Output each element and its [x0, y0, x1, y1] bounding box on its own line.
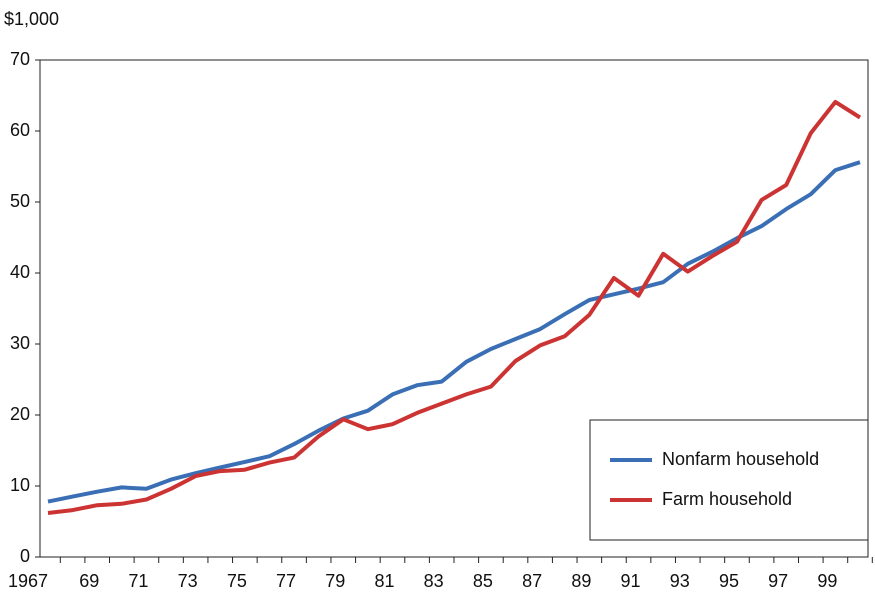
- legend-label: Farm household: [662, 489, 792, 509]
- x-tick-label: 75: [227, 571, 247, 591]
- y-tick-label: 0: [20, 546, 30, 566]
- x-tick-label: 71: [128, 571, 148, 591]
- series-line: [47, 99, 862, 515]
- unit-label: $1,000: [4, 9, 59, 29]
- x-tick-label: 87: [522, 571, 542, 591]
- x-tick-label: 1967: [8, 571, 48, 591]
- y-tick-label: 20: [10, 404, 30, 424]
- x-tick-label: 97: [768, 571, 788, 591]
- x-tick-label: 99: [817, 571, 837, 591]
- y-tick-label: 30: [10, 333, 30, 353]
- x-tick-label: 89: [571, 571, 591, 591]
- y-tick-label: 40: [10, 262, 30, 282]
- x-tick-label: 77: [276, 571, 296, 591]
- x-tick-label: 69: [79, 571, 99, 591]
- x-tick-label: 85: [473, 571, 493, 591]
- x-tick-label: 79: [325, 571, 345, 591]
- x-tick-label: 95: [719, 571, 739, 591]
- y-tick-label: 10: [10, 475, 30, 495]
- series-line: [47, 160, 861, 504]
- y-tick-label: 70: [10, 49, 30, 69]
- legend-label: Nonfarm household: [662, 449, 819, 469]
- x-tick-label: 81: [374, 571, 394, 591]
- y-tick-label: 50: [10, 191, 30, 211]
- x-tick-label: 83: [424, 571, 444, 591]
- y-tick-label: 60: [10, 120, 30, 140]
- x-tick-label: 73: [178, 571, 198, 591]
- x-tick-label: 93: [670, 571, 690, 591]
- x-tick-label: 91: [621, 571, 641, 591]
- legend-box: [589, 419, 869, 541]
